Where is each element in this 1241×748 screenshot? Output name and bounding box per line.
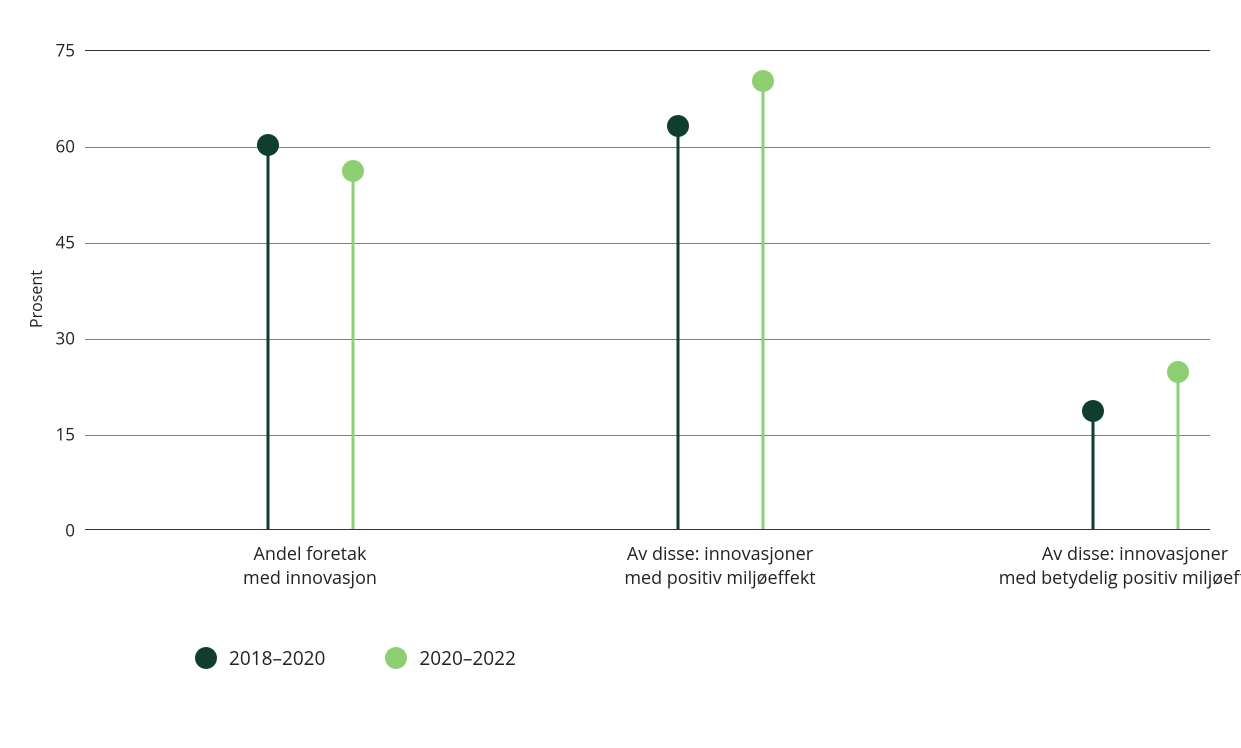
- grid-line: [85, 147, 1210, 148]
- legend-label: 2020–2022: [419, 645, 515, 671]
- y-tick-label: 30: [40, 327, 75, 350]
- grid-line: [85, 435, 1210, 436]
- legend-label: 2018–2020: [229, 645, 325, 671]
- plot-area: [85, 50, 1210, 530]
- x-category-label: Av disse: innovasjoner med betydelig pos…: [975, 542, 1241, 591]
- lollipop-stem: [676, 126, 679, 529]
- y-tick-label: 0: [40, 519, 75, 542]
- lollipop-head: [1167, 361, 1189, 383]
- lollipop-stem: [266, 145, 269, 529]
- y-axis-title: Prosent: [25, 270, 47, 328]
- lollipop-head: [342, 160, 364, 182]
- legend-item: 2018–2020: [195, 645, 325, 671]
- lollipop-stem: [1176, 372, 1179, 529]
- lollipop-stem: [1091, 411, 1094, 529]
- x-category-label: Andel foretak med innovasjon: [150, 542, 470, 591]
- lollipop-stem: [351, 171, 354, 529]
- legend-swatch: [195, 647, 217, 669]
- lollipop-head: [257, 134, 279, 156]
- lollipop-head: [667, 115, 689, 137]
- y-tick-label: 60: [40, 135, 75, 158]
- y-tick-label: 45: [40, 231, 75, 254]
- legend-item: 2020–2022: [385, 645, 515, 671]
- lollipop-chart: 0 15 30 45 60 75 Prosent Andel foretak med inno…: [0, 0, 1241, 748]
- lollipop-head: [1082, 400, 1104, 422]
- x-category-label: Av disse: innovasjoner med positiv miljø…: [560, 542, 880, 591]
- legend-swatch: [385, 647, 407, 669]
- legend: 2018–2020 2020–2022: [195, 645, 516, 671]
- grid-line: [85, 339, 1210, 340]
- y-tick-label: 75: [40, 39, 75, 62]
- lollipop-head: [752, 70, 774, 92]
- y-tick-label: 15: [40, 423, 75, 446]
- grid-line: [85, 243, 1210, 244]
- lollipop-stem: [761, 81, 764, 529]
